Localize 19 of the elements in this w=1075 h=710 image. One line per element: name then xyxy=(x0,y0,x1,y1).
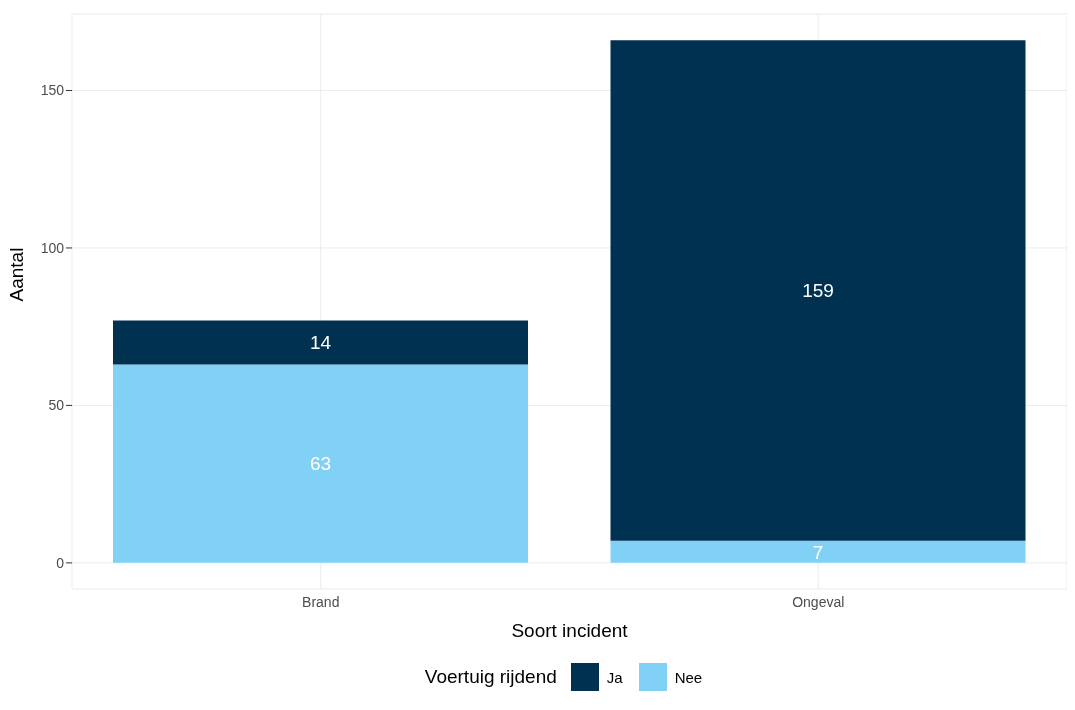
y-axis-title: Aantal xyxy=(5,247,27,302)
y-tick-label: 100 xyxy=(40,239,65,256)
x-tick-label: Brand xyxy=(302,593,340,610)
bar xyxy=(113,320,528,365)
legend-label: Nee xyxy=(674,668,703,686)
legend-label: Ja xyxy=(606,668,623,686)
data-label: 14 xyxy=(309,332,332,354)
data-label: 63 xyxy=(309,453,332,475)
y-tick-label: 150 xyxy=(40,82,65,99)
bar xyxy=(610,540,1026,563)
x-tick-label: Ongeval xyxy=(792,593,845,610)
bar xyxy=(113,364,528,563)
y-tick-label: 0 xyxy=(56,554,65,571)
y-tick-label: 50 xyxy=(48,397,65,414)
data-label: 159 xyxy=(802,280,834,302)
bar xyxy=(610,40,1026,541)
data-label: 7 xyxy=(812,541,824,563)
legend-title: Voertuig rijdend xyxy=(424,666,557,688)
x-axis-title: Soort incident xyxy=(511,620,629,641)
